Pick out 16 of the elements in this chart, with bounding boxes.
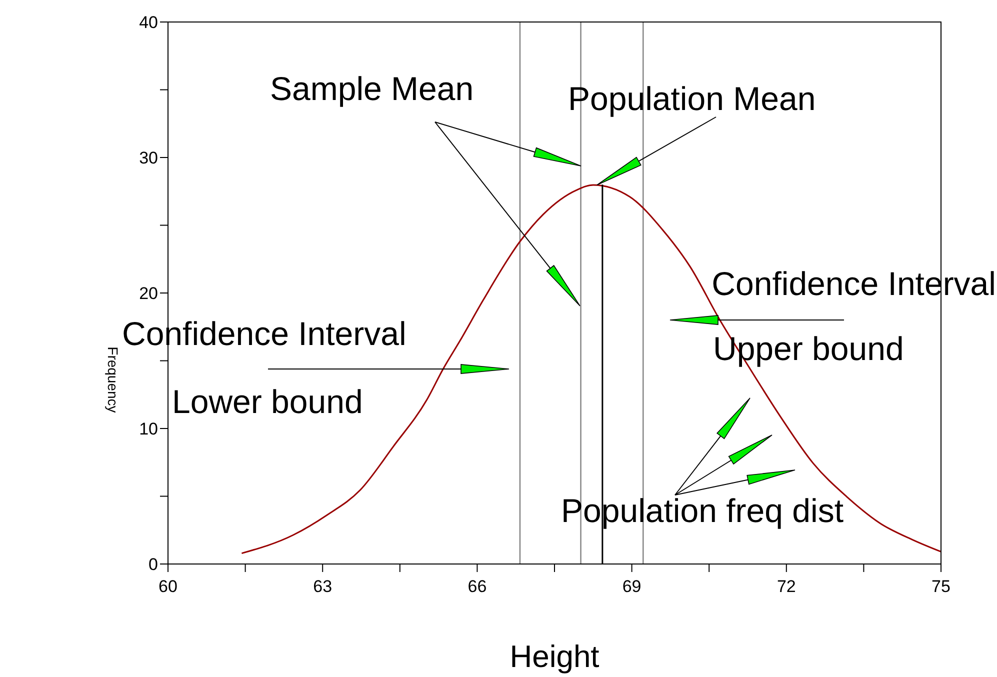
x-tick-label: 63 (313, 577, 332, 596)
y-tick-label: 0 (148, 555, 158, 574)
annotation: Sample Mean (270, 70, 474, 107)
y-tick-label: 30 (139, 148, 158, 168)
x-axis-title: Height (510, 639, 600, 674)
y-tick-label: 40 (139, 13, 158, 32)
x-tick-label: 75 (932, 577, 950, 596)
x-tick-label: 60 (158, 577, 178, 596)
x-tick-label: 66 (468, 577, 487, 596)
x-tick-label: 72 (776, 577, 796, 596)
annotation: Population Mean (568, 80, 816, 117)
y-tick-label: 10 (139, 420, 158, 439)
y-tick-label: 20 (139, 284, 158, 304)
annotation: Lower bound (172, 383, 363, 420)
y-axis-title: Frequency (105, 346, 121, 413)
x-tick-label: 69 (622, 577, 642, 596)
